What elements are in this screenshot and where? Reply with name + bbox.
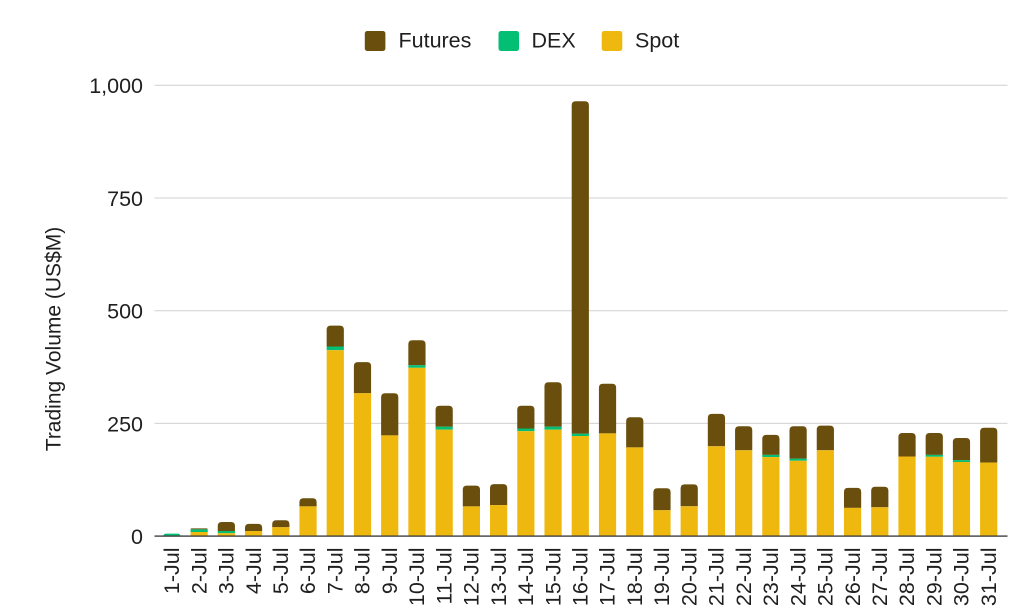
svg-text:25-Jul: 25-Jul [814, 548, 838, 607]
svg-text:DEX: DEX [532, 29, 576, 53]
svg-text:1-Jul: 1-Jul [160, 548, 184, 595]
svg-text:16-Jul: 16-Jul [569, 548, 593, 607]
svg-text:27-Jul: 27-Jul [868, 548, 892, 607]
svg-text:22-Jul: 22-Jul [732, 548, 756, 607]
svg-text:250: 250 [107, 412, 143, 436]
svg-text:500: 500 [107, 300, 143, 324]
svg-text:30-Jul: 30-Jul [950, 548, 974, 607]
svg-text:0: 0 [131, 525, 143, 549]
svg-text:28-Jul: 28-Jul [895, 548, 919, 607]
svg-text:19-Jul: 19-Jul [650, 548, 674, 607]
svg-text:8-Jul: 8-Jul [351, 548, 375, 595]
svg-text:15-Jul: 15-Jul [541, 548, 565, 607]
svg-text:750: 750 [107, 187, 143, 211]
svg-text:Spot: Spot [635, 29, 679, 53]
svg-text:17-Jul: 17-Jul [596, 548, 620, 607]
svg-text:26-Jul: 26-Jul [841, 548, 865, 607]
svg-text:18-Jul: 18-Jul [623, 548, 647, 607]
svg-text:12-Jul: 12-Jul [460, 548, 484, 607]
svg-text:6-Jul: 6-Jul [296, 548, 320, 595]
svg-text:23-Jul: 23-Jul [759, 548, 783, 607]
svg-text:20-Jul: 20-Jul [677, 548, 701, 607]
svg-text:2-Jul: 2-Jul [187, 548, 211, 595]
svg-text:13-Jul: 13-Jul [487, 548, 511, 607]
svg-text:9-Jul: 9-Jul [378, 548, 402, 595]
svg-text:24-Jul: 24-Jul [786, 548, 810, 607]
svg-text:29-Jul: 29-Jul [922, 548, 946, 607]
svg-text:Futures: Futures [399, 29, 472, 53]
svg-text:14-Jul: 14-Jul [514, 548, 538, 607]
svg-text:3-Jul: 3-Jul [215, 548, 239, 595]
svg-text:31-Jul: 31-Jul [977, 548, 1001, 607]
svg-text:4-Jul: 4-Jul [242, 548, 266, 595]
svg-text:Trading Volume (US$M): Trading Volume (US$M) [43, 227, 66, 451]
svg-text:1,000: 1,000 [89, 74, 143, 98]
svg-text:7-Jul: 7-Jul [323, 548, 347, 595]
svg-text:10-Jul: 10-Jul [405, 548, 429, 607]
svg-text:11-Jul: 11-Jul [432, 548, 456, 605]
svg-text:21-Jul: 21-Jul [705, 548, 729, 607]
svg-text:5-Jul: 5-Jul [269, 548, 293, 595]
